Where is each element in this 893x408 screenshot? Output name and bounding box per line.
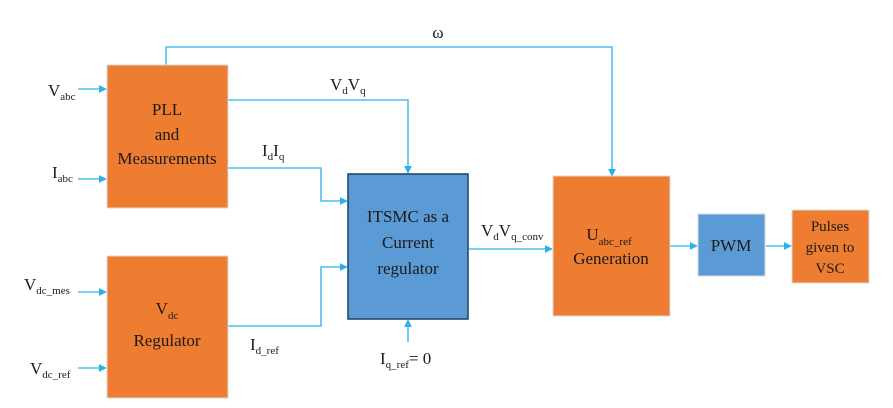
vdc-ref-label: Vdc_ref bbox=[30, 359, 71, 381]
id-ref-label: Id_ref bbox=[250, 335, 279, 357]
vdc-reg-label: Regulator bbox=[133, 331, 200, 350]
idiq-wire bbox=[228, 167, 348, 205]
uabc-symbol: Uabc_ref bbox=[586, 225, 632, 248]
vdc-regulator-block: Vdc Regulator bbox=[106, 255, 229, 399]
vdvq-label: VdVq bbox=[330, 75, 366, 97]
itsmc-label-3: regulator bbox=[377, 259, 439, 278]
pulses-to-vsc-block: Pulses given to VSC bbox=[791, 209, 870, 284]
vdc-reg-symbol: Vdc bbox=[156, 299, 179, 322]
itsmc-current-regulator-block: ITSMC as a Current regulator bbox=[347, 173, 469, 320]
pulses-label-1: Pulses bbox=[811, 219, 850, 235]
iabc-label: Iabc bbox=[52, 163, 73, 185]
itsmc-label-2: Current bbox=[382, 233, 434, 252]
vdvq-wire bbox=[228, 99, 412, 174]
pulses-label-2: given to bbox=[806, 240, 855, 256]
pll-measurements-block: PLL and Measurements bbox=[106, 64, 229, 209]
omega-wire bbox=[165, 46, 616, 177]
uabc-label: Generation bbox=[573, 249, 649, 268]
pll-label-2: and bbox=[155, 125, 180, 144]
vdvq-conv-label: VdVq_conv bbox=[481, 221, 544, 243]
pll-label-3: Measurements bbox=[117, 149, 216, 168]
pll-label-1: PLL bbox=[152, 100, 182, 119]
id-ref-wire bbox=[228, 263, 348, 327]
vabc-label: Vabc bbox=[48, 81, 76, 103]
iq-ref-label: Iq_ref= 0 bbox=[380, 349, 431, 371]
uabc-ref-generation-block: Uabc_ref Generation bbox=[552, 175, 671, 317]
idiq-label: IdIq bbox=[262, 141, 285, 163]
vdc-mes-label: Vdc_mes bbox=[24, 275, 70, 297]
omega-label: ω bbox=[432, 23, 443, 42]
pwm-label: PWM bbox=[711, 236, 752, 255]
itsmc-label-1: ITSMC as a bbox=[367, 207, 450, 226]
pwm-block: PWM bbox=[697, 213, 766, 277]
pulses-label-3: VSC bbox=[815, 261, 844, 277]
